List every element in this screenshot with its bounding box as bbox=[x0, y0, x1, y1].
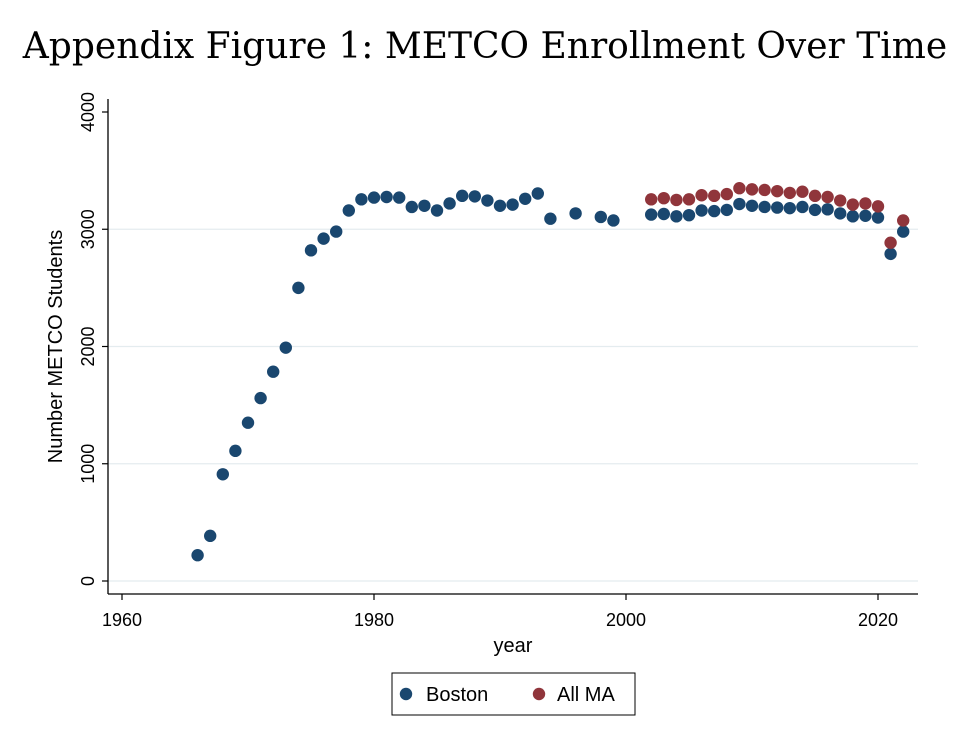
point-boston-1969 bbox=[229, 444, 242, 458]
point-all-ma-2005 bbox=[682, 193, 696, 206]
point-boston-2005 bbox=[682, 208, 696, 222]
point-all-ma-2014 bbox=[796, 185, 809, 198]
y-tick-label-0: 0 bbox=[78, 576, 98, 586]
point-boston-1984 bbox=[418, 199, 431, 212]
point-boston-1988 bbox=[468, 190, 481, 203]
point-boston-2012 bbox=[771, 201, 784, 214]
point-boston-1982 bbox=[393, 191, 406, 204]
point-boston-1976 bbox=[317, 232, 330, 245]
legend-marker-boston bbox=[399, 687, 413, 701]
page-title: Appendix Figure 1: METCO Enrollment Over… bbox=[22, 26, 948, 67]
point-all-ma-2002 bbox=[645, 193, 658, 206]
point-boston-2020 bbox=[871, 211, 885, 224]
point-boston-2009 bbox=[733, 197, 746, 211]
point-boston-2007 bbox=[708, 204, 721, 218]
point-boston-1971 bbox=[254, 391, 267, 405]
point-all-ma-2009 bbox=[733, 182, 746, 195]
point-boston-1980 bbox=[367, 191, 381, 204]
point-boston-1993 bbox=[531, 187, 544, 200]
point-boston-1992 bbox=[519, 192, 532, 205]
point-all-ma-2013 bbox=[783, 186, 796, 200]
x-tick-label-1960: 1960 bbox=[102, 610, 142, 630]
y-tick-label-4000: 4000 bbox=[78, 92, 98, 132]
legend: Boston All MA bbox=[391, 672, 636, 716]
point-all-ma-2020 bbox=[871, 200, 885, 213]
point-boston-2019 bbox=[859, 209, 872, 222]
point-boston-2017 bbox=[834, 207, 847, 220]
legend-box bbox=[391, 672, 636, 716]
point-boston-1967 bbox=[204, 529, 217, 543]
legend-label-all-ma: All MA bbox=[557, 684, 615, 706]
point-boston-1994 bbox=[544, 212, 557, 225]
point-boston-2003 bbox=[657, 207, 670, 221]
point-boston-2006 bbox=[695, 204, 708, 217]
y-tick-label-2000: 2000 bbox=[78, 326, 98, 366]
point-boston-1974 bbox=[292, 281, 305, 295]
point-boston-1979 bbox=[355, 193, 368, 206]
y-axis-title: Number METCO Students bbox=[45, 230, 67, 463]
point-boston-2010 bbox=[745, 199, 759, 212]
point-all-ma-2015 bbox=[808, 189, 822, 203]
point-boston-2015 bbox=[808, 203, 822, 217]
point-all-ma-2017 bbox=[834, 194, 847, 207]
point-all-ma-2021 bbox=[884, 236, 897, 249]
point-boston-1977 bbox=[330, 225, 343, 238]
point-all-ma-2006 bbox=[695, 189, 708, 202]
gridlines bbox=[108, 228, 918, 582]
point-boston-1989 bbox=[481, 194, 494, 207]
point-boston-1981 bbox=[380, 190, 393, 204]
point-all-ma-2016 bbox=[821, 190, 834, 204]
point-all-ma-2018 bbox=[846, 198, 859, 211]
point-boston-1990 bbox=[493, 199, 507, 212]
y-tick-label-1000: 1000 bbox=[78, 444, 98, 484]
point-boston-2014 bbox=[796, 200, 809, 214]
point-boston-2011 bbox=[758, 200, 771, 214]
point-boston-2022 bbox=[897, 225, 910, 238]
x-tick-label-1980: 1980 bbox=[354, 610, 394, 630]
point-boston-1983 bbox=[405, 200, 418, 214]
point-boston-1972 bbox=[267, 365, 280, 378]
point-boston-1975 bbox=[304, 244, 318, 257]
point-boston-1968 bbox=[216, 468, 229, 481]
point-all-ma-2008 bbox=[720, 187, 733, 201]
x-tick-label-2000: 2000 bbox=[606, 610, 646, 630]
point-all-ma-2004 bbox=[670, 193, 683, 207]
point-boston-2021 bbox=[884, 247, 897, 261]
x-tick-label-2020: 2020 bbox=[858, 610, 898, 630]
point-all-ma-2007 bbox=[708, 189, 721, 203]
y-tick-label-3000: 3000 bbox=[78, 209, 98, 249]
point-all-ma-2019 bbox=[859, 197, 872, 210]
point-boston-1985 bbox=[430, 204, 444, 217]
point-boston-1978 bbox=[342, 204, 355, 217]
point-boston-2018 bbox=[846, 210, 859, 223]
point-boston-1966 bbox=[191, 549, 204, 562]
point-all-ma-2011 bbox=[758, 183, 771, 197]
x-axis-title: year bbox=[494, 635, 533, 657]
point-boston-1970 bbox=[241, 416, 255, 429]
point-boston-2004 bbox=[670, 210, 683, 223]
legend-marker-all-ma bbox=[532, 687, 546, 701]
point-boston-1986 bbox=[443, 197, 456, 210]
point-boston-1987 bbox=[456, 189, 469, 203]
point-boston-1996 bbox=[569, 207, 582, 220]
point-boston-2002 bbox=[645, 208, 658, 221]
point-all-ma-2012 bbox=[771, 184, 784, 198]
point-boston-1973 bbox=[279, 341, 292, 354]
point-all-ma-2022 bbox=[897, 214, 910, 227]
point-all-ma-2003 bbox=[657, 191, 670, 205]
point-boston-1998 bbox=[594, 210, 607, 224]
point-boston-2016 bbox=[821, 203, 834, 216]
ticks: 0 1000 2000 3000 4000 1960 1980 2000 2020 bbox=[78, 92, 898, 630]
data-points bbox=[191, 182, 910, 562]
point-boston-2008 bbox=[720, 203, 733, 217]
point-boston-1991 bbox=[506, 198, 519, 211]
point-boston-1999 bbox=[607, 214, 620, 227]
point-boston-2013 bbox=[783, 201, 796, 215]
point-all-ma-2010 bbox=[745, 183, 759, 196]
legend-label-boston: Boston bbox=[426, 684, 488, 706]
